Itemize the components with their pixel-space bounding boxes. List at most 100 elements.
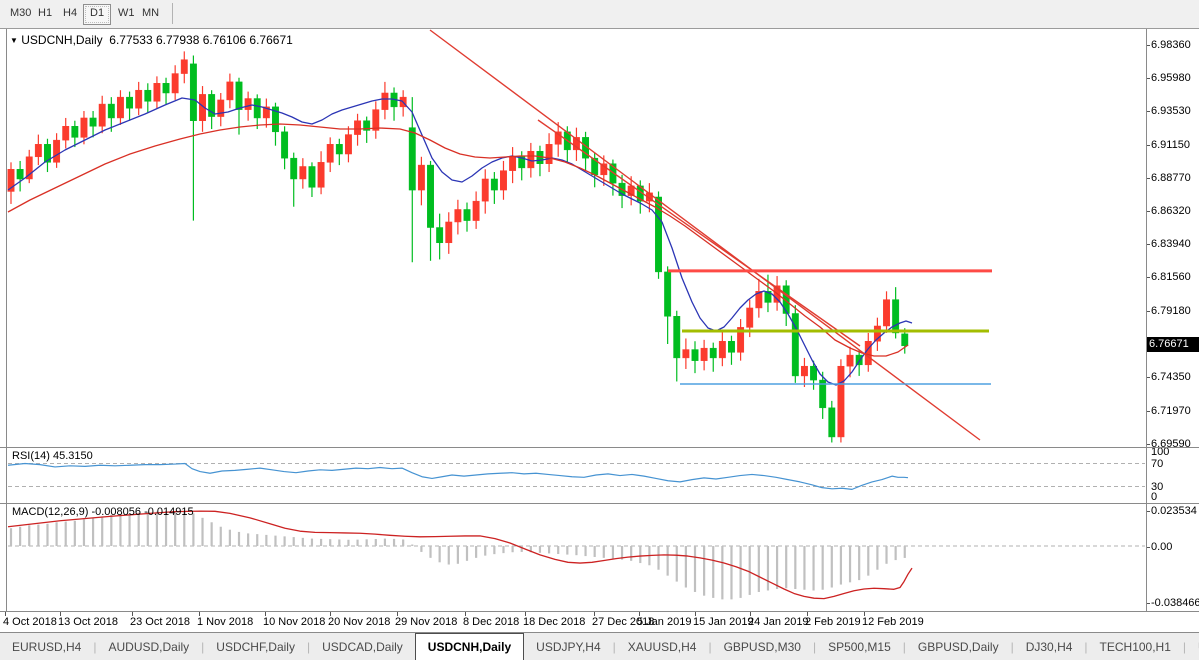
tab-separator: |: [1182, 639, 1187, 654]
date-label: 10 Nov 2018: [263, 616, 326, 628]
timeframe-button-h1[interactable]: H1: [38, 7, 53, 19]
macd-axis-label: 0.00: [1151, 541, 1173, 553]
date-label: 20 Nov 2018: [328, 616, 391, 628]
timeframe-button-m30[interactable]: M30: [10, 7, 32, 19]
timeframe-button-d1[interactable]: D1: [83, 4, 112, 25]
date-label: 5 Jan 2019: [637, 616, 692, 628]
chart-ohlc-values: 6.77533 6.77938 6.76106 6.76671: [109, 33, 293, 47]
date-tick: [639, 612, 640, 616]
date-tick: [864, 612, 865, 616]
tab-tech100-h1[interactable]: TECH100,H1: [1099, 639, 1171, 654]
tab-usdcnh-daily[interactable]: USDCNH,Daily: [414, 633, 525, 660]
date-tick: [465, 612, 466, 616]
date-label: 23 Oct 2018: [130, 616, 190, 628]
chart-title: ▼ USDCNH,Daily 6.77533 6.77938 6.76106 6…: [10, 33, 293, 47]
tab-eurusd-h4[interactable]: EURUSD,H4: [12, 639, 82, 654]
tab-usdjpy-h4[interactable]: USDJPY,H4: [536, 639, 601, 654]
tab-dj30-h4[interactable]: DJ30,H4: [1025, 639, 1073, 654]
price-axis-label: 6.83940: [1151, 238, 1191, 250]
divider-macd-dates: [0, 611, 1199, 612]
date-label: 24 Jan 2019: [748, 616, 809, 628]
date-label: 8 Dec 2018: [463, 616, 520, 628]
macd-label: MACD(12,26,9) -0.008056 -0.014915: [12, 506, 194, 518]
chart-symbol: USDCNH,Daily: [21, 33, 103, 47]
price-axis-label: 6.93530: [1151, 105, 1191, 117]
date-tick: [132, 612, 133, 616]
macd-axis-tick: [1146, 603, 1150, 604]
tab-separator: |: [708, 639, 712, 654]
date-tick: [807, 612, 808, 616]
price-axis-tick: [1146, 444, 1150, 445]
tab-separator: |: [612, 639, 616, 654]
tab-gbpusd-daily[interactable]: GBPUSD,Daily: [917, 639, 999, 654]
tab-usdcad-daily[interactable]: USDCAD,Daily: [322, 639, 403, 654]
tab-separator: |: [812, 639, 817, 654]
date-tick: [695, 612, 696, 616]
timeframe-button-w1[interactable]: W1: [118, 7, 135, 19]
rsi-panel-canvas[interactable]: [7, 448, 1146, 503]
date-tick: [60, 612, 61, 616]
date-label: 29 Nov 2018: [395, 616, 458, 628]
price-axis-label: 6.86320: [1151, 205, 1191, 217]
price-axis-tick: [1146, 178, 1150, 179]
price-axis-tick: [1146, 311, 1150, 312]
price-axis-tick: [1146, 111, 1150, 112]
macd-panel-canvas[interactable]: [7, 504, 1146, 611]
rsi-axis-label: 30: [1151, 481, 1164, 493]
tab-separator: |: [306, 639, 311, 654]
macd-axis-tick: [1146, 547, 1150, 548]
date-tick: [525, 612, 526, 616]
price-axis-tick: [1146, 211, 1150, 212]
date-tick: [265, 612, 266, 616]
chart-tab-bar: EURUSD,H4 | AUDUSD,Daily | USDCHF,Daily | USDC…: [0, 632, 1199, 660]
tab-separator: |: [201, 639, 205, 654]
tab-gbpusd-m30[interactable]: GBPUSD,M30: [723, 639, 801, 654]
divider-main-rsi[interactable]: [0, 447, 1199, 448]
date-tick: [594, 612, 595, 616]
chevron-down-icon[interactable]: ▼: [10, 36, 18, 45]
tab-separator: |: [902, 639, 906, 654]
date-label: 4 Oct 2018: [3, 616, 57, 628]
timeframe-button-mn[interactable]: MN: [142, 7, 160, 19]
price-axis-label: 6.98360: [1151, 39, 1191, 51]
price-axis-tick: [1146, 145, 1150, 146]
rsi-axis-label: 0: [1151, 491, 1158, 503]
price-axis-label: 6.88770: [1151, 172, 1191, 184]
tab-uk[interactable]: UK: [1186, 633, 1199, 660]
chart-right-border: [1146, 29, 1147, 612]
current-price-badge: 6.76671: [1146, 337, 1199, 352]
date-label: 2 Feb 2019: [805, 616, 861, 628]
rsi-axis-label: 100: [1151, 446, 1170, 458]
date-tick: [5, 612, 6, 616]
date-label: 18 Dec 2018: [523, 616, 586, 628]
tab-sp500-m15[interactable]: SP500,M15: [828, 639, 891, 654]
price-axis-tick: [1146, 377, 1150, 378]
chart-left-border: [6, 29, 7, 612]
price-axis-tick: [1146, 244, 1150, 245]
macd-axis-label: 0.023534: [1151, 505, 1197, 517]
tab-xauusd-h4[interactable]: XAUUSD,H4: [627, 639, 697, 654]
macd-axis-label: -0.038466: [1151, 597, 1199, 609]
divider-rsi-macd[interactable]: [0, 503, 1199, 504]
price-axis-tick: [1146, 45, 1150, 46]
price-axis-label: 6.74350: [1151, 371, 1191, 383]
tab-usdchf-daily[interactable]: USDCHF,Daily: [216, 639, 295, 654]
price-axis-tick: [1146, 78, 1150, 79]
timeframe-toolbar: M30 H1 H4 D1 W1 MN: [0, 0, 1199, 29]
date-tick: [199, 612, 200, 616]
date-tick: [750, 612, 751, 616]
rsi-axis-label: 70: [1151, 458, 1164, 470]
price-axis-tick: [1146, 277, 1150, 278]
tab-separator: |: [1010, 639, 1014, 654]
tab-audusd-daily[interactable]: AUDUSD,Daily: [108, 639, 190, 654]
date-label: 12 Feb 2019: [862, 616, 924, 628]
price-axis-label: 6.91150: [1151, 139, 1190, 151]
main-chart-canvas[interactable]: [7, 29, 1146, 447]
date-tick: [397, 612, 398, 616]
macd-axis-tick: [1146, 511, 1150, 512]
timeframe-button-h4[interactable]: H4: [63, 7, 78, 19]
price-axis-label: 6.81560: [1151, 271, 1191, 283]
date-label: 27 Dec 2018: [592, 616, 655, 628]
rsi-label: RSI(14) 45.3150: [12, 450, 93, 462]
price-axis-label: 6.95980: [1151, 72, 1191, 84]
